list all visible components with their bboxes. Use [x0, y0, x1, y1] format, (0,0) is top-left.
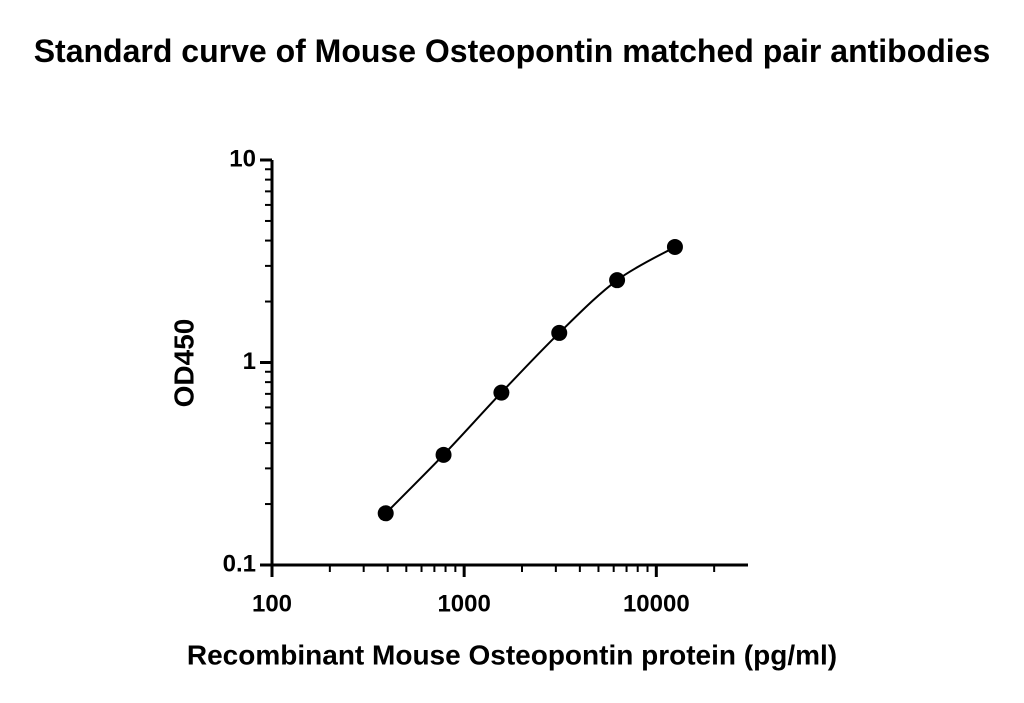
- data-point: [609, 272, 626, 289]
- y-tick-label: 1: [243, 348, 256, 375]
- x-tick-label: 1000: [437, 590, 490, 617]
- x-tick-label: 10000: [623, 590, 690, 617]
- fit-curve: [385, 246, 676, 515]
- data-point: [377, 505, 394, 522]
- x-axis-label: Recombinant Mouse Osteopontin protein (p…: [187, 639, 837, 670]
- data-point: [666, 238, 683, 255]
- data-point: [435, 446, 452, 463]
- data-point: [493, 384, 510, 401]
- data-point: [551, 324, 568, 341]
- y-axis-label: OD450: [168, 319, 199, 408]
- x-tick-label: 100: [252, 590, 292, 617]
- y-tick-label: 0.1: [223, 550, 256, 577]
- y-tick-label: 10: [229, 145, 256, 172]
- chart-title: Standard curve of Mouse Osteopontin matc…: [33, 33, 991, 69]
